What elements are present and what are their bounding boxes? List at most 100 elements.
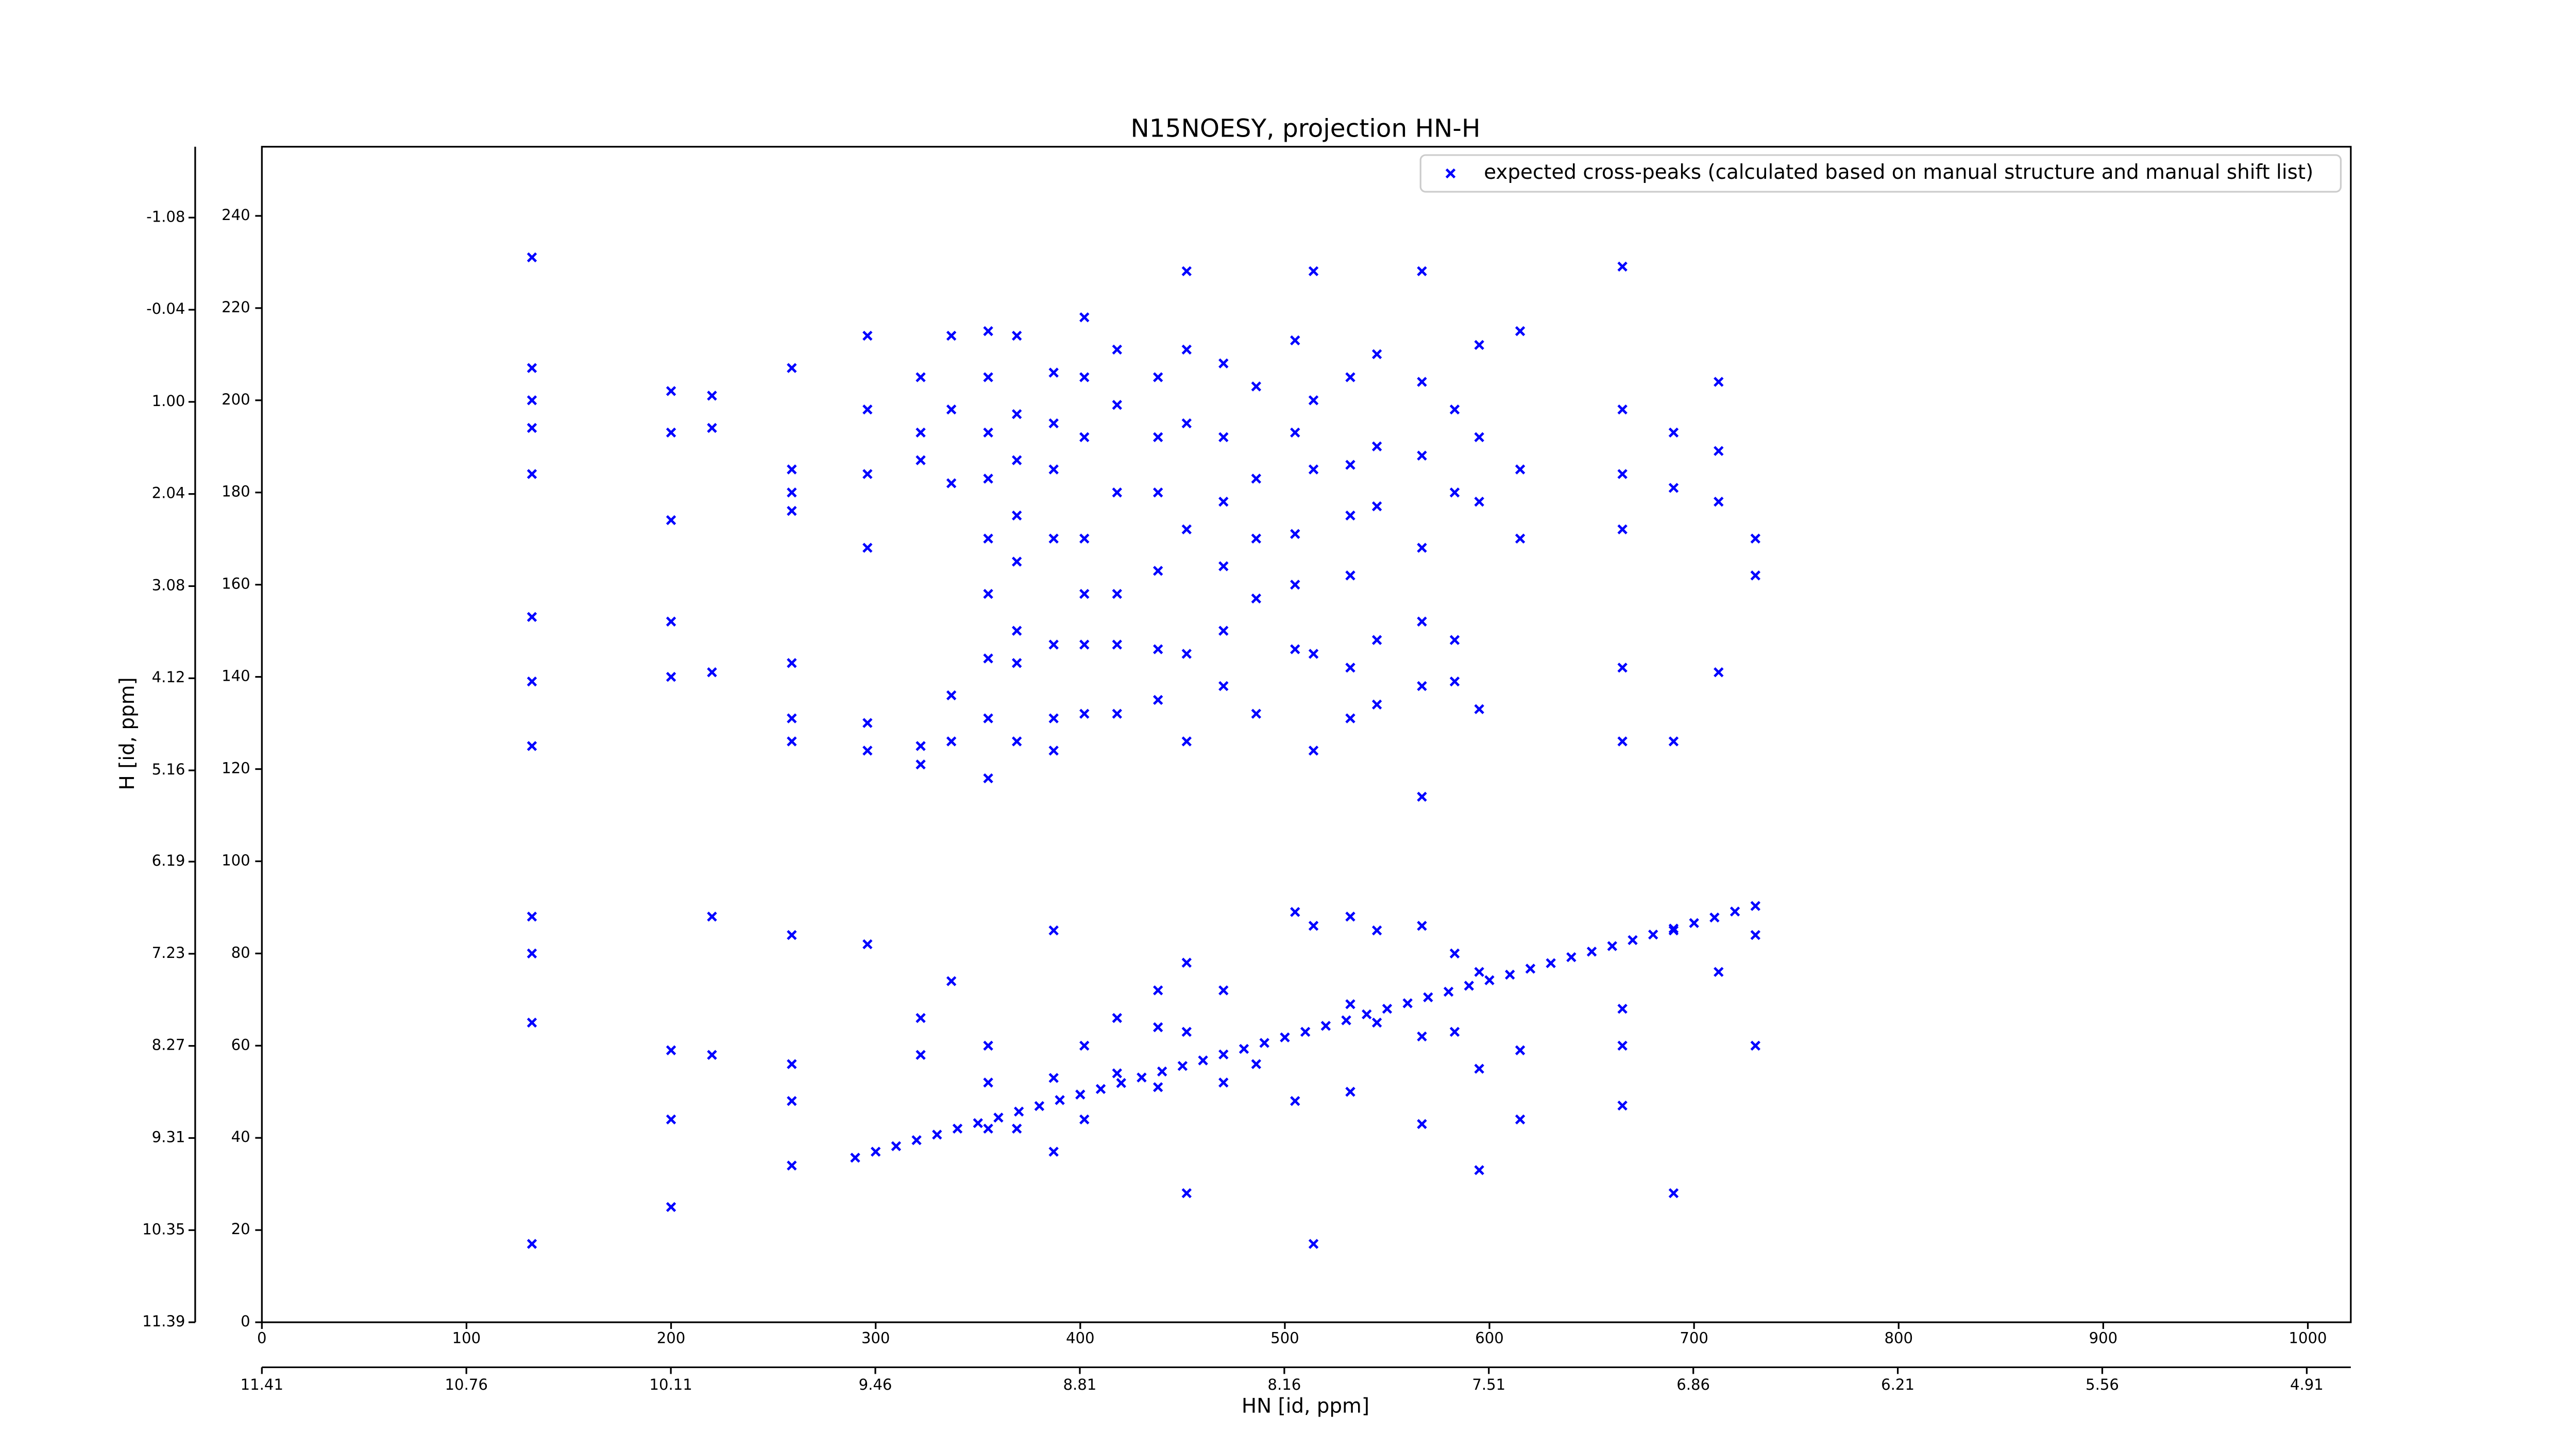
cross-peak-marker — [983, 1123, 993, 1134]
cross-peak-marker — [862, 404, 873, 415]
cross-peak-marker — [1034, 1101, 1045, 1111]
cross-peak-marker — [1218, 561, 1229, 571]
cross-peak-marker — [1011, 736, 1022, 747]
y2-tick-label: -0.04 — [146, 300, 185, 317]
cross-peak-marker — [1714, 496, 1724, 507]
cross-peak-marker — [1417, 791, 1427, 802]
cross-peak-marker — [916, 741, 926, 751]
x-tick-label: 700 — [1680, 1329, 1708, 1346]
cross-peak-marker — [1011, 330, 1022, 341]
cross-peak-marker — [1290, 529, 1300, 539]
cross-peak-marker — [1345, 372, 1355, 382]
cross-peak-marker — [1709, 912, 1720, 923]
cross-peak-marker — [1417, 266, 1427, 277]
cross-peak-marker — [1345, 1087, 1355, 1097]
y2-tick-label: 8.27 — [152, 1036, 185, 1054]
cross-peak-marker — [983, 1040, 993, 1051]
cross-peak-marker — [707, 1050, 717, 1060]
cross-peak-marker — [1290, 335, 1300, 346]
cross-peak-marker — [527, 1017, 537, 1028]
cross-peak-marker — [1048, 1147, 1059, 1157]
y-axis-label: H [id, ppm] — [116, 677, 139, 790]
cross-peak-marker — [916, 1050, 926, 1060]
cross-peak-marker — [1290, 579, 1300, 590]
cross-peak-marker — [1181, 524, 1192, 535]
cross-peak-marker — [1586, 947, 1597, 957]
cross-peak-marker — [707, 391, 717, 401]
cross-peak-marker — [862, 543, 873, 553]
plot-frame — [261, 146, 2352, 1323]
y-tick-label: 120 — [222, 760, 250, 777]
cross-peak-marker — [1079, 533, 1090, 544]
cross-peak-marker — [527, 612, 537, 622]
x-tick-label: 300 — [861, 1329, 890, 1346]
cross-peak-marker — [1308, 649, 1319, 659]
cross-peak-marker — [1320, 1021, 1331, 1031]
cross-peak-marker — [666, 671, 676, 682]
cross-peak-marker — [1417, 681, 1427, 692]
y2-tick-label: 1.00 — [152, 392, 185, 410]
y2-tick-label: 6.19 — [152, 852, 185, 869]
cross-peak-marker — [916, 455, 926, 465]
cross-peak-marker — [932, 1130, 942, 1140]
cross-peak-marker — [983, 588, 993, 599]
cross-peak-marker — [1011, 409, 1022, 419]
cross-peak-marker — [666, 1202, 676, 1212]
y2-tick-label: 3.08 — [152, 576, 185, 594]
y2-tick-label: 2.04 — [152, 484, 185, 502]
cross-peak-marker — [1112, 344, 1122, 355]
cross-peak-marker — [1079, 1114, 1090, 1125]
cross-peak-marker — [1474, 1064, 1484, 1074]
x-tick-label: 600 — [1475, 1329, 1504, 1346]
cross-peak-marker — [1011, 510, 1022, 521]
cross-peak-marker — [1345, 460, 1355, 470]
y-tick-label: 40 — [231, 1128, 250, 1145]
x2-tick-label: 7.51 — [1472, 1376, 1505, 1393]
cross-peak-marker — [1371, 699, 1382, 710]
cross-peak-marker — [1112, 487, 1122, 498]
cross-peak-marker — [1079, 588, 1090, 599]
cross-peak-marker — [1750, 533, 1760, 544]
cross-peak-marker — [1218, 626, 1229, 636]
y-tick-label: 160 — [222, 575, 250, 593]
cross-peak-marker — [946, 690, 957, 701]
cross-peak-marker — [916, 759, 926, 770]
cross-peak-marker — [1308, 395, 1319, 406]
y-tick-label: 20 — [231, 1220, 250, 1238]
cross-peak-marker — [1417, 450, 1427, 461]
x2-tick-label: 6.86 — [1676, 1376, 1710, 1393]
cross-peak-marker — [862, 469, 873, 479]
cross-peak-marker — [1714, 377, 1724, 387]
cross-peak-marker — [1345, 662, 1355, 673]
cross-peak-marker — [1308, 746, 1319, 756]
cross-peak-marker — [916, 427, 926, 438]
cross-peak-marker — [1525, 964, 1536, 974]
x-tick-label: 0 — [257, 1329, 267, 1346]
cross-peak-marker — [1198, 1055, 1208, 1066]
cross-peak-marker — [1251, 1059, 1262, 1069]
cross-peak-marker — [1689, 918, 1699, 929]
cross-peak-marker — [1079, 639, 1090, 650]
cross-peak-marker — [1417, 920, 1427, 931]
cross-peak-marker — [916, 1013, 926, 1023]
cross-peak-marker — [1290, 644, 1300, 654]
cross-peak-marker — [1153, 695, 1163, 705]
cross-peak-marker — [1417, 1031, 1427, 1042]
cross-peak-marker — [1505, 969, 1515, 980]
cross-peak-marker — [983, 427, 993, 438]
cross-peak-marker — [1449, 404, 1460, 415]
cross-peak-marker — [1181, 266, 1192, 277]
cross-peak-marker — [1251, 593, 1262, 604]
cross-peak-marker — [1251, 709, 1262, 719]
cross-peak-marker — [1079, 432, 1090, 443]
cross-peak-marker — [787, 1096, 797, 1106]
cross-peak-marker — [1730, 906, 1740, 917]
cross-peak-marker — [1515, 326, 1526, 336]
cross-peak-marker — [1112, 400, 1122, 410]
cross-peak-marker — [787, 506, 797, 516]
x-tick-label: 100 — [452, 1329, 481, 1346]
cross-peak-marker — [1153, 985, 1163, 996]
cross-peak-marker — [1075, 1089, 1086, 1100]
cross-peak-marker — [1345, 570, 1355, 581]
cross-peak-marker — [1048, 639, 1059, 650]
